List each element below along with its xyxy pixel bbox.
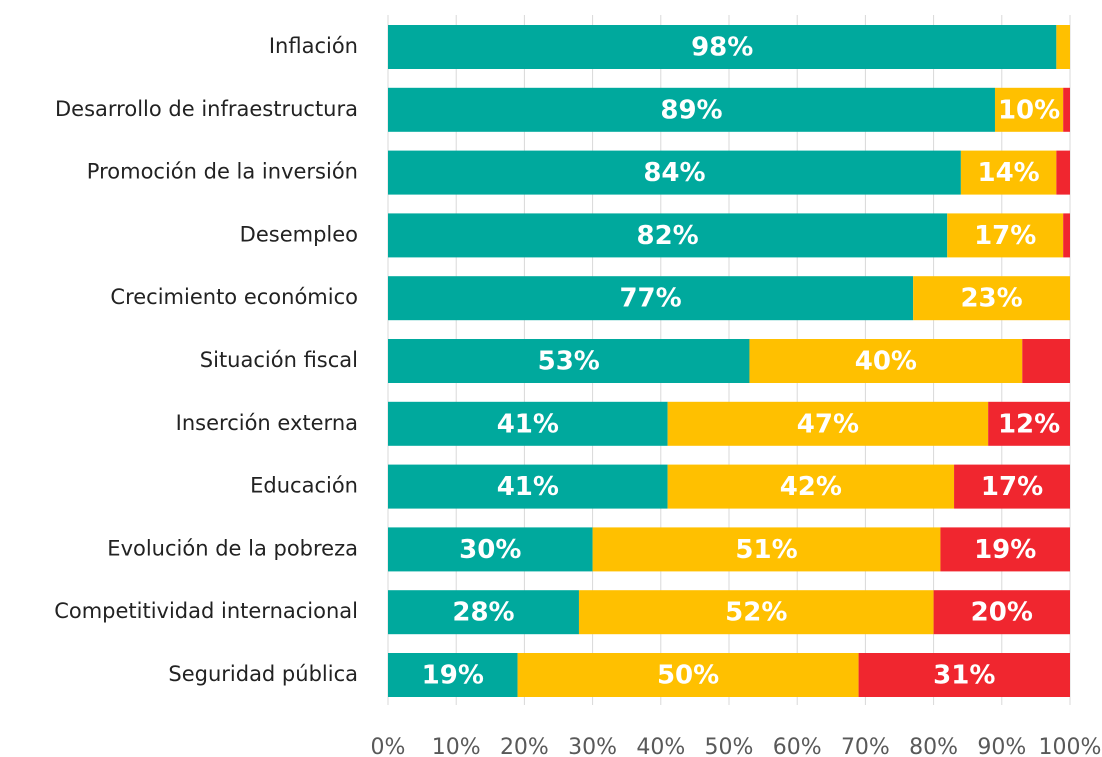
data-label: 31% — [933, 661, 995, 691]
data-label: 82% — [637, 221, 699, 251]
bar-segment — [994, 87, 1064, 132]
data-label: 19% — [974, 535, 1036, 565]
data-label: 77% — [619, 284, 681, 314]
y-tick-label: Educación — [250, 474, 358, 498]
data-label: 98% — [691, 33, 753, 63]
y-tick-label: Evolución de la pobreza — [107, 536, 358, 560]
y-tick-label: Desarrollo de infraestructura — [55, 97, 358, 121]
data-label: 50% — [657, 661, 719, 691]
x-tick-label: 50% — [705, 735, 754, 757]
bar-segment — [749, 339, 1023, 383]
data-label: 23% — [960, 284, 1022, 314]
x-tick-label: 40% — [636, 735, 685, 757]
data-label: 17% — [974, 221, 1036, 251]
bar-segment — [388, 276, 914, 321]
y-tick-label: Desempleo — [240, 222, 358, 246]
x-tick-label: 70% — [841, 735, 890, 757]
bar-segment — [960, 150, 1057, 195]
data-label: 41% — [497, 409, 559, 439]
x-tick-label: 10% — [432, 735, 481, 757]
x-tick-label: 100% — [1039, 735, 1102, 757]
bar-segment — [933, 590, 1070, 635]
x-tick-label: 30% — [568, 735, 617, 757]
data-label: 51% — [735, 535, 797, 565]
x-tick-label: 20% — [500, 735, 549, 757]
data-label: 52% — [725, 598, 787, 628]
bar-segment — [940, 527, 1070, 572]
x-tick-label: 60% — [773, 735, 822, 757]
data-label: 84% — [643, 158, 705, 188]
bar-segment — [667, 464, 955, 509]
bar-segment — [667, 401, 989, 446]
data-label: 40% — [855, 347, 917, 377]
bar-segment — [913, 276, 1070, 321]
data-label: 53% — [538, 347, 600, 377]
x-tick-label: 90% — [977, 735, 1026, 757]
data-label: 42% — [780, 472, 842, 502]
data-label: 10% — [998, 95, 1060, 125]
y-tick-label: Crecimiento económico — [110, 285, 358, 309]
bar-segment — [947, 213, 1064, 258]
bar-segment — [1056, 25, 1070, 69]
y-tick-label: Seguridad pública — [168, 662, 358, 686]
bar-segment — [1063, 87, 1070, 132]
x-tick-label: 80% — [909, 735, 958, 757]
bar-segment — [388, 590, 579, 635]
data-label: 14% — [978, 158, 1040, 188]
y-tick-label: Promoción de la inversión — [87, 160, 358, 184]
data-label: 89% — [660, 95, 722, 125]
bar-segment — [1022, 339, 1070, 383]
y-tick-label: Situación fiscal — [200, 348, 358, 372]
bar-segment — [388, 653, 518, 697]
x-tick-label: 0% — [371, 735, 406, 757]
data-label: 30% — [459, 535, 521, 565]
bar-segment — [988, 401, 1070, 446]
data-label: 12% — [998, 409, 1060, 439]
bar-segment — [388, 464, 668, 509]
bar-segment — [1063, 213, 1070, 258]
y-tick-label: Competitividad internacional — [54, 599, 358, 623]
bar-segment — [954, 464, 1070, 509]
data-label: 20% — [971, 598, 1033, 628]
data-label: 47% — [797, 409, 859, 439]
data-label: 28% — [452, 598, 514, 628]
bar-segment — [517, 653, 859, 697]
data-label: 19% — [422, 661, 484, 691]
bar-segment — [388, 339, 750, 383]
bar-segment — [388, 527, 593, 572]
bar-segment — [388, 87, 995, 132]
bar-segment — [592, 527, 941, 572]
bar-segment — [1056, 150, 1070, 195]
y-tick-label: Inflación — [269, 34, 358, 58]
bar-segment — [388, 150, 961, 195]
bar-segment — [388, 401, 668, 446]
bar-segment — [578, 590, 934, 635]
y-tick-label: Inserción externa — [176, 411, 358, 435]
bar-segment — [858, 653, 1070, 697]
data-label: 17% — [981, 472, 1043, 502]
data-label: 41% — [497, 472, 559, 502]
bar-segment — [388, 25, 1057, 69]
bar-segment — [388, 213, 948, 258]
